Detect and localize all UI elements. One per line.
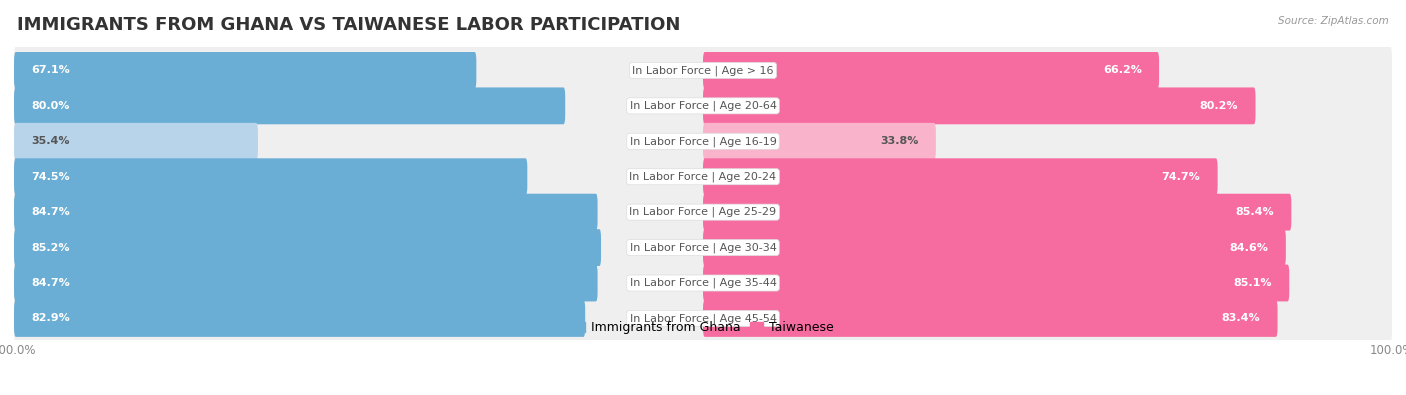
Text: In Labor Force | Age 20-64: In Labor Force | Age 20-64 <box>630 101 776 111</box>
FancyBboxPatch shape <box>703 265 1289 301</box>
FancyBboxPatch shape <box>14 222 1392 273</box>
Text: 33.8%: 33.8% <box>880 136 918 146</box>
FancyBboxPatch shape <box>703 87 1256 124</box>
FancyBboxPatch shape <box>14 151 1392 202</box>
FancyBboxPatch shape <box>703 194 1291 231</box>
Text: In Labor Force | Age > 16: In Labor Force | Age > 16 <box>633 65 773 76</box>
Text: In Labor Force | Age 20-24: In Labor Force | Age 20-24 <box>630 171 776 182</box>
Text: 67.1%: 67.1% <box>31 66 70 75</box>
Text: 83.4%: 83.4% <box>1222 314 1260 324</box>
FancyBboxPatch shape <box>14 80 1392 132</box>
Text: 85.2%: 85.2% <box>31 243 70 252</box>
Text: 80.2%: 80.2% <box>1199 101 1239 111</box>
Text: 84.6%: 84.6% <box>1230 243 1268 252</box>
FancyBboxPatch shape <box>703 229 1286 266</box>
FancyBboxPatch shape <box>14 187 1392 238</box>
FancyBboxPatch shape <box>703 300 1278 337</box>
Text: 85.1%: 85.1% <box>1233 278 1272 288</box>
Text: 74.7%: 74.7% <box>1161 172 1201 182</box>
FancyBboxPatch shape <box>14 116 1392 167</box>
Text: In Labor Force | Age 25-29: In Labor Force | Age 25-29 <box>630 207 776 217</box>
FancyBboxPatch shape <box>14 45 1392 96</box>
FancyBboxPatch shape <box>14 194 598 231</box>
Text: In Labor Force | Age 35-44: In Labor Force | Age 35-44 <box>630 278 776 288</box>
Text: 85.4%: 85.4% <box>1236 207 1274 217</box>
FancyBboxPatch shape <box>14 87 565 124</box>
Text: 66.2%: 66.2% <box>1102 66 1142 75</box>
Text: IMMIGRANTS FROM GHANA VS TAIWANESE LABOR PARTICIPATION: IMMIGRANTS FROM GHANA VS TAIWANESE LABOR… <box>17 16 681 34</box>
Text: Source: ZipAtlas.com: Source: ZipAtlas.com <box>1278 16 1389 26</box>
FancyBboxPatch shape <box>14 123 257 160</box>
Text: 84.7%: 84.7% <box>31 207 70 217</box>
Text: In Labor Force | Age 30-34: In Labor Force | Age 30-34 <box>630 242 776 253</box>
FancyBboxPatch shape <box>14 229 600 266</box>
FancyBboxPatch shape <box>14 265 598 301</box>
Text: 80.0%: 80.0% <box>31 101 70 111</box>
FancyBboxPatch shape <box>14 300 585 337</box>
FancyBboxPatch shape <box>14 293 1392 344</box>
FancyBboxPatch shape <box>703 52 1159 89</box>
Text: In Labor Force | Age 16-19: In Labor Force | Age 16-19 <box>630 136 776 147</box>
Text: 84.7%: 84.7% <box>31 278 70 288</box>
FancyBboxPatch shape <box>14 158 527 195</box>
Legend: Immigrants from Ghana, Taiwanese: Immigrants from Ghana, Taiwanese <box>567 316 839 339</box>
FancyBboxPatch shape <box>703 158 1218 195</box>
FancyBboxPatch shape <box>14 258 1392 308</box>
FancyBboxPatch shape <box>14 52 477 89</box>
Text: 74.5%: 74.5% <box>31 172 70 182</box>
Text: In Labor Force | Age 45-54: In Labor Force | Age 45-54 <box>630 313 776 324</box>
Text: 82.9%: 82.9% <box>31 314 70 324</box>
FancyBboxPatch shape <box>703 123 936 160</box>
Text: 35.4%: 35.4% <box>31 136 70 146</box>
